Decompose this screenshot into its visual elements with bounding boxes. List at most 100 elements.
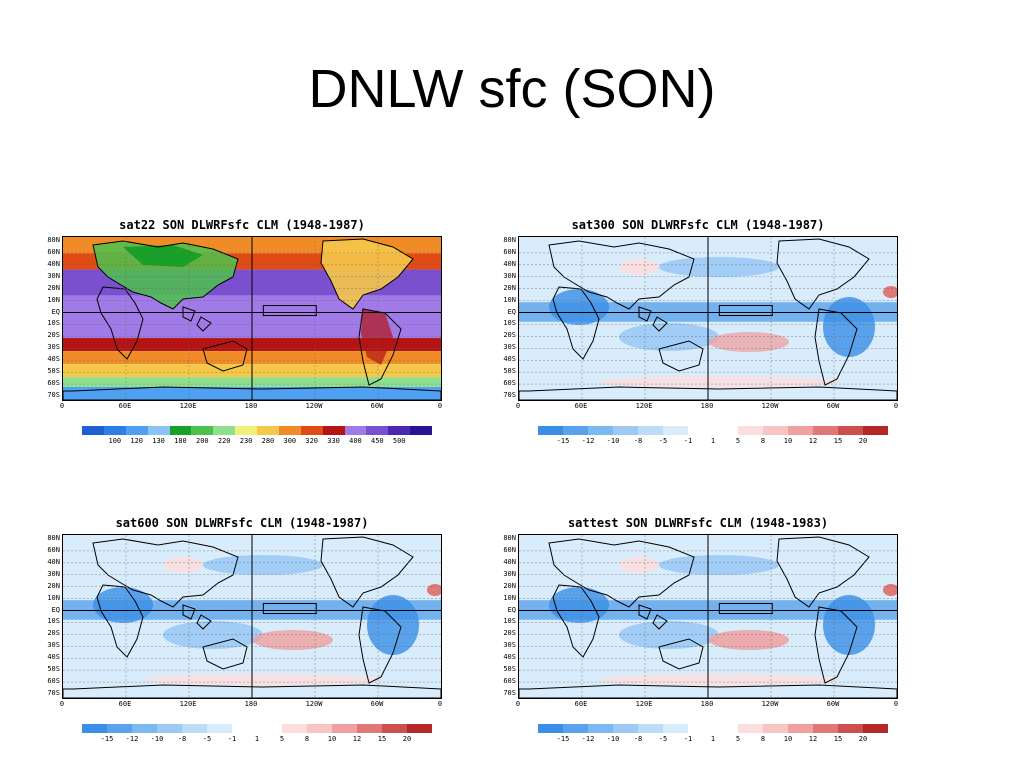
longitude-label: 180 [244,402,258,410]
colorbar-swatch [613,426,638,435]
region-box [718,603,773,615]
colorbar-label: -5 [658,437,668,445]
latitude-label: 10N [47,295,60,304]
longitude-label: 120W [761,402,779,410]
coastline [814,308,858,386]
colorbar-swatch [366,426,389,435]
colorbar [82,426,432,435]
latitude-label: 10N [47,593,60,602]
colorbar-swatch [82,426,104,435]
longitude-label: 0 [59,402,65,410]
colorbar-swatch [838,426,863,435]
longitude-label: 120W [305,402,323,410]
longitude-label: 60E [574,402,588,410]
latitude-label: 80N [503,236,516,244]
colorbar-swatch [588,724,613,733]
colorbar-swatch [813,426,838,435]
longitude-label: 180 [700,402,714,410]
longitude-labels: 0 60E 120E 180 120W 60W 0 [59,402,442,412]
colorbar-labels: -15 -12 -10 -8 -5 -1 1 5 8 10 12 15 20 [538,735,888,745]
colorbar-swatch [82,724,107,733]
longitude-label: 0 [515,700,521,708]
colorbar-label: 300 [283,437,297,445]
colorbar-labels: -15 -12 -10 -8 -5 -1 1 5 8 10 12 15 20 [82,735,432,745]
colorbar-swatch [613,724,638,733]
colorbar-swatch [788,426,813,435]
coastline [182,306,212,332]
colorbar-label: 220 [217,437,231,445]
colorbar-label: 1 [710,437,716,445]
coastline [658,638,704,670]
latitude-labels: 80N 60N 40N 30N 20N 10N EQ 10S 20S 30S 40S 50S 60S 70… [22,236,60,399]
latitude-label: 70S [47,689,60,697]
region-box [718,305,773,317]
colorbar-label: 130 [152,437,165,445]
latitude-label: 20S [503,331,516,340]
colorbar-label: -1 [683,735,693,743]
latitude-label: 20N [47,283,60,292]
longitude-label: 60W [370,402,384,410]
longitude-labels: 0 60E 120E 180 120W 60W 0 [515,700,898,710]
latitude-label: 40N [503,557,516,566]
latitude-label: 20S [47,331,60,340]
latitude-label: 70S [503,689,516,697]
colorbar-swatch [838,724,863,733]
latitude-label: 20N [503,581,516,590]
latitude-label: 50S [503,665,516,674]
coastline [96,286,144,360]
latitude-labels: 80N 60N 40N 30N 20N 10N EQ 10S 20S 30S 40S 50S 60S 70… [22,534,60,697]
colorbar-label: 5 [735,735,741,743]
latitude-label: 10N [503,295,516,304]
latitude-label: 40S [503,653,516,662]
latitude-label: 50S [503,367,516,376]
slide-title: DNLW sfc (SON) [308,59,716,119]
colorbar-swatch [132,724,157,733]
longitude-label: 60W [826,700,840,708]
colorbar-label: 20 [858,735,868,743]
colorbar-swatch [382,724,407,733]
colorbar-label: 10 [783,437,793,445]
latitude-label: 40N [47,259,60,268]
longitude-label: 180 [244,700,258,708]
latitude-label: 30N [47,271,60,280]
coastline [552,584,600,658]
longitude-labels: 0 60E 120E 180 120W 60W 0 [60,700,442,710]
latitude-label: EQ [51,605,60,614]
coastline [776,536,870,608]
latitude-label: 10S [503,319,516,328]
colorbar-label: 100 [108,437,122,445]
colorbar-swatch [563,426,588,435]
colorbar-swatch [588,426,613,435]
latitude-label: 30S [503,343,516,352]
colorbar-swatch [638,426,663,435]
colorbar-swatch [863,426,888,435]
colorbar-swatch [563,724,588,733]
colorbar-swatch [182,724,207,733]
latitude-label: EQ [51,307,60,316]
map-canvas [519,237,897,400]
colorbar-swatch [407,724,432,733]
colorbar-swatch [663,724,688,733]
colorbar-label: 20 [402,735,412,743]
latitude-label: 40S [47,355,60,364]
colorbar [82,724,432,733]
coastline [658,340,704,372]
latitude-label: 20S [503,629,516,638]
colorbar-label: -1 [683,437,693,445]
colorbar-swatch [738,426,763,435]
latitude-label: 10S [503,617,516,626]
colorbar-swatch [300,426,323,435]
colorbar-label: -15 [556,735,570,743]
latitude-label: 10S [47,319,60,328]
longitude-label: 180 [700,700,714,708]
latitude-label: 40N [503,259,516,268]
coastline [548,538,695,608]
coastline [182,604,212,630]
longitude-label: 120E [635,402,653,410]
colorbar-swatch [125,426,148,435]
colorbar-swatch [191,426,214,435]
coastline [92,538,239,608]
latitude-label: 20S [47,629,60,638]
colorbar-labels: 100 120 130 180 200 220 230 280 300 320 330 400 450 5… [82,437,432,447]
latitude-label: 50S [47,665,60,674]
